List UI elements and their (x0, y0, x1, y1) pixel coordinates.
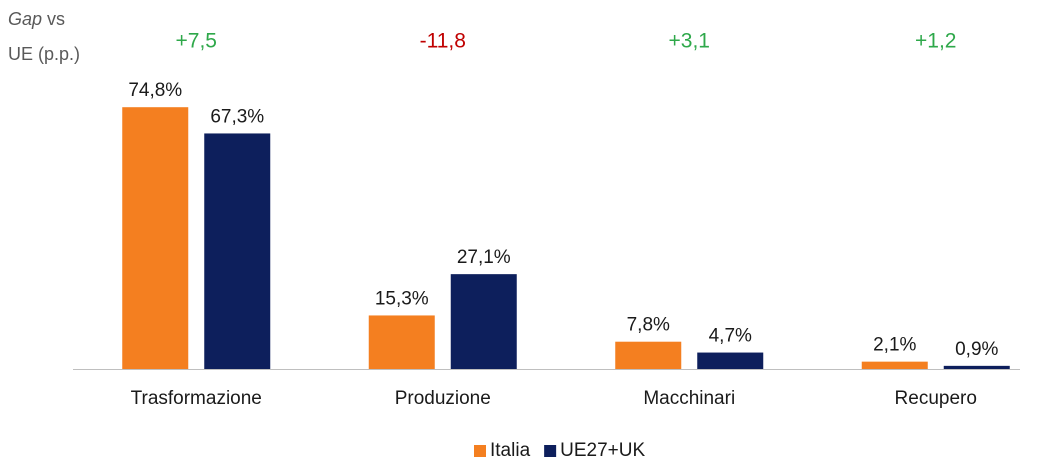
bar (697, 352, 764, 369)
bar (943, 365, 1010, 369)
bar (122, 107, 189, 369)
value-label: 4,7% (709, 326, 752, 347)
x-tick-label: Produzione (395, 388, 491, 409)
gap-title-vs: vs (47, 9, 65, 29)
bar (450, 274, 517, 369)
x-tick-label: Macchinari (643, 388, 735, 409)
value-label: 2,1% (873, 335, 916, 356)
bar (861, 361, 928, 369)
gap-title: Gap vs (8, 9, 65, 29)
value-label: 27,1% (457, 247, 511, 268)
bar (368, 315, 435, 369)
legend-label: UE27+UK (560, 440, 645, 459)
x-tick-label: Recupero (895, 388, 977, 409)
value-label: 0,9% (955, 339, 998, 360)
gap-label: +7,5 (176, 30, 217, 53)
gap-label: +1,2 (915, 30, 956, 53)
legend-label: Italia (490, 440, 531, 459)
value-label: 67,3% (210, 106, 264, 127)
gap-title-unit: UE (p.p.) (8, 44, 80, 64)
bar (204, 133, 271, 369)
gap-label: +3,1 (669, 30, 710, 53)
legend-swatch (474, 445, 486, 457)
legend-swatch (544, 445, 557, 457)
bar (615, 341, 682, 369)
gap-label: -11,8 (420, 30, 466, 53)
value-label: 15,3% (375, 288, 429, 309)
gap-title-italic: Gap (8, 9, 42, 29)
value-label: 74,8% (128, 80, 182, 101)
x-tick-label: Trasformazione (131, 388, 262, 409)
value-label: 7,8% (627, 315, 670, 336)
